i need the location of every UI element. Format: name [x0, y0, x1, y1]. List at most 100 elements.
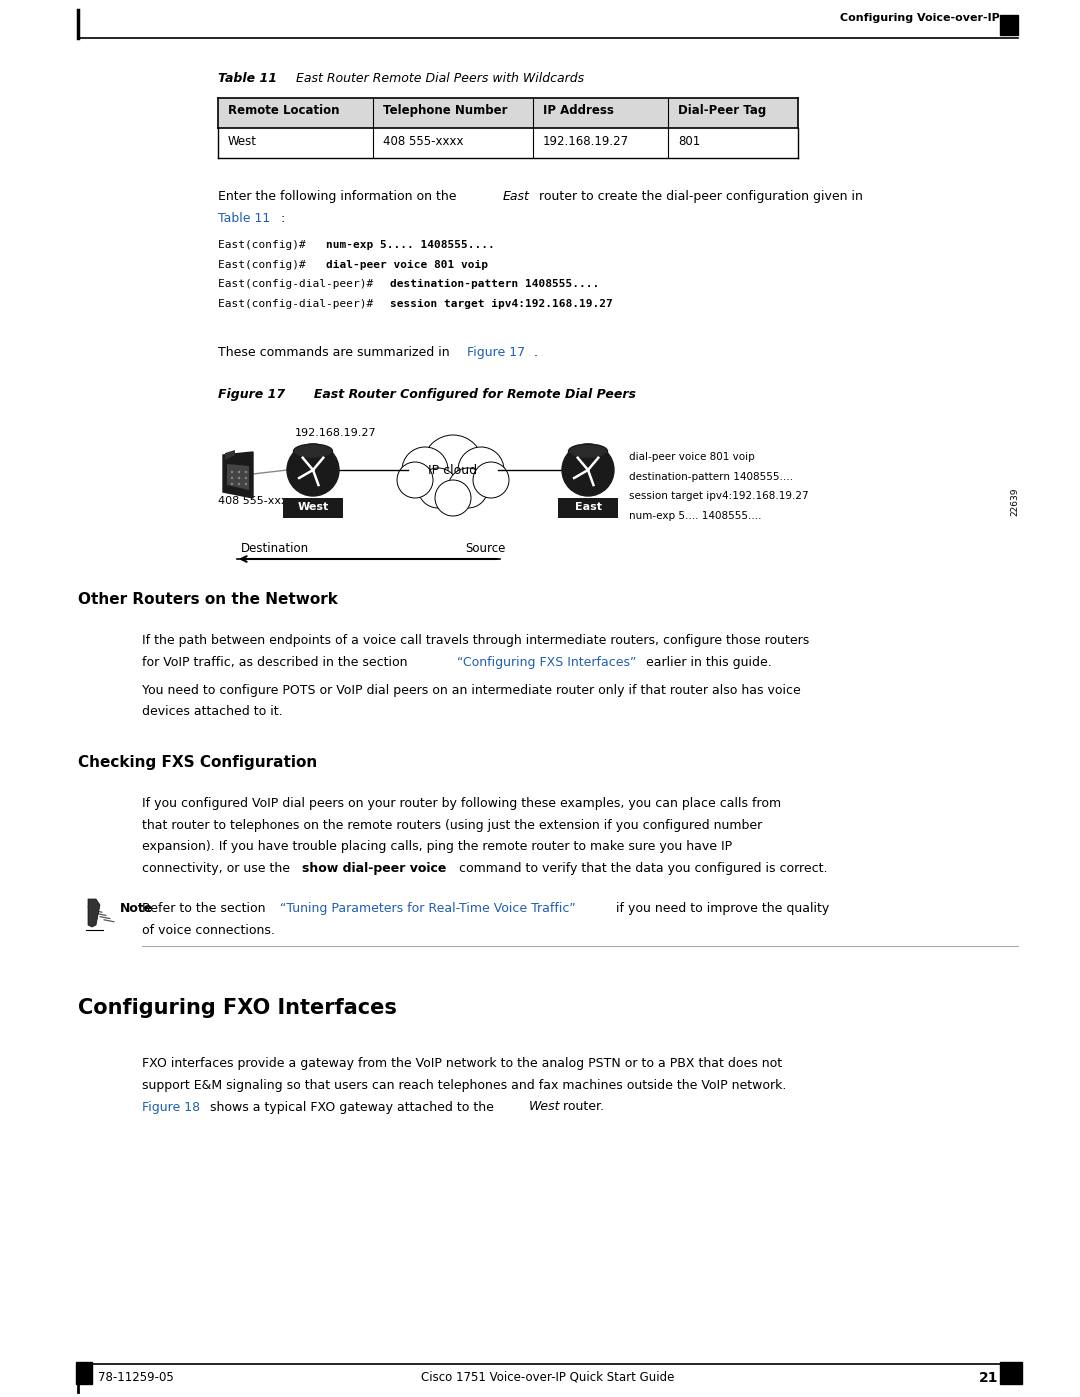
Bar: [283, 497, 343, 517]
Text: expansion). If you have trouble placing calls, ping the remote router to make su: expansion). If you have trouble placing …: [141, 840, 732, 854]
Polygon shape: [87, 900, 100, 928]
Circle shape: [397, 462, 433, 497]
Polygon shape: [225, 450, 235, 460]
Text: Table 11: Table 11: [218, 212, 270, 225]
Text: 408 555-xxxx: 408 555-xxxx: [218, 496, 294, 506]
Circle shape: [231, 471, 233, 474]
Circle shape: [238, 483, 240, 485]
Circle shape: [562, 444, 615, 496]
Text: You need to configure POTS or VoIP dial peers on an intermediate router only if : You need to configure POTS or VoIP dial …: [141, 683, 800, 697]
Text: of voice connections.: of voice connections.: [141, 923, 275, 936]
Text: Figure 17: Figure 17: [218, 388, 285, 401]
Text: destination-pattern 1408555....: destination-pattern 1408555....: [390, 279, 599, 289]
Circle shape: [435, 481, 471, 515]
Text: Configuring Voice-over-IP: Configuring Voice-over-IP: [840, 13, 1000, 22]
Text: router.: router.: [559, 1101, 604, 1113]
Circle shape: [448, 468, 488, 509]
Text: East Router Remote Dial Peers with Wildcards: East Router Remote Dial Peers with Wildc…: [276, 73, 584, 85]
Bar: [558, 497, 618, 517]
Polygon shape: [222, 453, 253, 497]
Circle shape: [238, 471, 240, 474]
Text: for VoIP traffic, as described in the section: for VoIP traffic, as described in the se…: [141, 655, 411, 669]
Circle shape: [231, 476, 233, 479]
Text: num-exp 5.... 1408555....: num-exp 5.... 1408555....: [326, 240, 495, 250]
Circle shape: [473, 462, 509, 497]
Text: 192.168.19.27: 192.168.19.27: [295, 427, 377, 439]
Text: IP cloud: IP cloud: [429, 464, 477, 476]
Text: East: East: [503, 190, 530, 203]
Text: Cisco 1751 Voice-over-IP Quick Start Guide: Cisco 1751 Voice-over-IP Quick Start Gui…: [421, 1370, 675, 1384]
Circle shape: [402, 447, 448, 493]
Text: Other Routers on the Network: Other Routers on the Network: [78, 592, 338, 608]
Text: 408 555-xxxx: 408 555-xxxx: [383, 136, 463, 148]
Text: destination-pattern 1408555....: destination-pattern 1408555....: [629, 472, 793, 482]
Circle shape: [245, 471, 247, 474]
Text: Table 11: Table 11: [218, 73, 276, 85]
Text: 78-11259-05: 78-11259-05: [98, 1370, 174, 1384]
Text: Dial-Peer Tag: Dial-Peer Tag: [678, 103, 766, 117]
Circle shape: [287, 444, 339, 496]
Circle shape: [423, 434, 483, 495]
Text: Configuring FXO Interfaces: Configuring FXO Interfaces: [78, 997, 396, 1017]
Text: session target ipv4:192.168.19.27: session target ipv4:192.168.19.27: [629, 490, 809, 502]
Circle shape: [418, 468, 458, 509]
Text: East(config-dial-peer)#: East(config-dial-peer)#: [218, 299, 380, 309]
Text: West: West: [297, 502, 328, 511]
Text: Figure 18: Figure 18: [141, 1101, 200, 1113]
Text: If the path between endpoints of a voice call travels through intermediate route: If the path between endpoints of a voice…: [141, 634, 809, 647]
Text: show dial-peer voice: show dial-peer voice: [302, 862, 446, 875]
Text: IP Address: IP Address: [543, 103, 613, 117]
Text: These commands are summarized in: These commands are summarized in: [218, 346, 454, 359]
Text: that router to telephones on the remote routers (using just the extension if you: that router to telephones on the remote …: [141, 819, 762, 831]
Text: Remote Location: Remote Location: [228, 103, 339, 117]
Text: :: :: [280, 212, 284, 225]
Text: devices attached to it.: devices attached to it.: [141, 705, 283, 718]
Circle shape: [245, 476, 247, 479]
Text: 21: 21: [978, 1370, 998, 1384]
Text: Destination: Destination: [241, 542, 309, 555]
Circle shape: [245, 483, 247, 485]
Bar: [76, 1362, 92, 1384]
Text: Checking FXS Configuration: Checking FXS Configuration: [78, 754, 318, 770]
Text: session target ipv4:192.168.19.27: session target ipv4:192.168.19.27: [390, 299, 612, 309]
Bar: [1000, 1362, 1022, 1384]
Ellipse shape: [294, 444, 333, 458]
Bar: [218, 129, 798, 158]
Text: dial-peer voice 801 voip: dial-peer voice 801 voip: [326, 260, 488, 270]
Text: earlier in this guide.: earlier in this guide.: [642, 655, 772, 669]
Circle shape: [238, 476, 240, 479]
Polygon shape: [227, 464, 249, 490]
Text: East(config)#: East(config)#: [218, 240, 312, 250]
Text: 192.168.19.27: 192.168.19.27: [543, 136, 630, 148]
Text: East(config)#: East(config)#: [218, 260, 312, 270]
Ellipse shape: [568, 444, 608, 458]
Text: West: West: [529, 1101, 561, 1113]
Text: dial-peer voice 801 voip: dial-peer voice 801 voip: [629, 453, 755, 462]
Text: if you need to improve the quality: if you need to improve the quality: [612, 902, 829, 915]
Text: East Router Configured for Remote Dial Peers: East Router Configured for Remote Dial P…: [292, 388, 636, 401]
Text: Refer to the section: Refer to the section: [141, 902, 270, 915]
Bar: [218, 98, 798, 129]
Text: West: West: [228, 136, 257, 148]
Text: FXO interfaces provide a gateway from the VoIP network to the analog PSTN or to : FXO interfaces provide a gateway from th…: [141, 1058, 782, 1070]
Text: router to create the dial-peer configuration given in: router to create the dial-peer configura…: [535, 190, 863, 203]
Bar: [1000, 15, 1018, 35]
Text: Figure 17: Figure 17: [467, 346, 525, 359]
Text: “Configuring FXS Interfaces”: “Configuring FXS Interfaces”: [457, 655, 636, 669]
Text: support E&M signaling so that users can reach telephones and fax machines outsid: support E&M signaling so that users can …: [141, 1078, 786, 1092]
Text: If you configured VoIP dial peers on your router by following these examples, yo: If you configured VoIP dial peers on you…: [141, 798, 781, 810]
Text: num-exp 5.... 1408555....: num-exp 5.... 1408555....: [629, 510, 761, 521]
Text: connectivity, or use the: connectivity, or use the: [141, 862, 294, 875]
Text: Telephone Number: Telephone Number: [383, 103, 508, 117]
Circle shape: [231, 483, 233, 485]
Circle shape: [458, 447, 504, 493]
Text: “Tuning Parameters for Real-Time Voice Traffic”: “Tuning Parameters for Real-Time Voice T…: [280, 902, 576, 915]
Text: East(config-dial-peer)#: East(config-dial-peer)#: [218, 279, 380, 289]
Text: Enter the following information on the: Enter the following information on the: [218, 190, 460, 203]
Text: Source: Source: [465, 542, 505, 555]
Text: Note: Note: [120, 902, 153, 915]
Text: shows a typical FXO gateway attached to the: shows a typical FXO gateway attached to …: [206, 1101, 498, 1113]
Text: .: .: [534, 346, 538, 359]
Text: 22639: 22639: [1010, 488, 1020, 517]
Text: East: East: [575, 502, 602, 511]
